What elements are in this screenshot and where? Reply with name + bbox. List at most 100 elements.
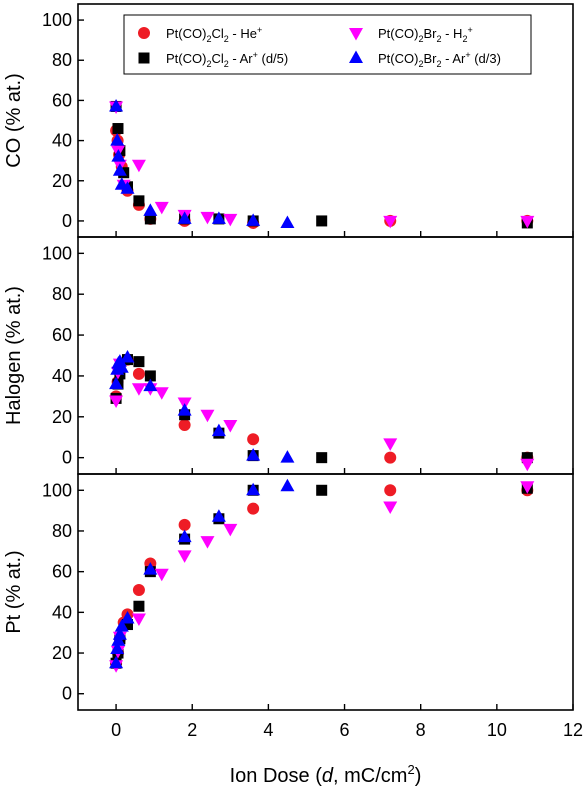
y-tick-label: 20 [52, 171, 72, 191]
y-tick-label: 80 [52, 521, 72, 541]
data-point [223, 419, 238, 433]
panel-halogen: 0 20 40 60 80 100 Halogen (% at.) [3, 236, 574, 475]
x-tick-label: 6 [340, 720, 350, 740]
legend-label: Pt(CO)2Br2 - Ar+ (d/3) [378, 50, 501, 69]
data-point [177, 550, 192, 563]
series-h2 [109, 481, 535, 673]
data-point [200, 536, 215, 549]
data-point [154, 568, 169, 582]
data-point [384, 451, 397, 464]
series-ar5 [110, 354, 533, 464]
x-tick-label: 8 [416, 720, 426, 740]
x-tick-label: 12 [563, 720, 583, 740]
legend-label: Pt(CO)2Br2 - H2+ [378, 25, 473, 44]
y-tick-label: 80 [52, 50, 72, 70]
data-point [520, 215, 535, 229]
data-point [211, 509, 226, 522]
chart-panels: 0 20 40 60 80 100 CO (% at.) 0 20 40 60 80 100 Haloge… [3, 3, 574, 711]
legend-marker [138, 52, 150, 64]
data-point [112, 123, 124, 135]
data-point [223, 213, 238, 227]
data-point [109, 98, 124, 112]
y-tick-label: 40 [52, 602, 72, 622]
x-tick-label: 0 [111, 720, 121, 740]
x-tick-label: 10 [487, 720, 507, 740]
data-point [112, 627, 127, 640]
data-point [211, 211, 226, 224]
data-point [316, 484, 328, 496]
y-tick-label: 20 [52, 407, 72, 427]
data-point [246, 213, 261, 226]
data-point [110, 641, 125, 654]
y-axis-label: Pt (% at.) [3, 550, 25, 633]
y-tick-label: 20 [52, 643, 72, 663]
data-point [114, 360, 129, 373]
legend-box [123, 14, 532, 75]
series-he [110, 124, 534, 229]
data-point [177, 403, 192, 416]
y-tick-label: 0 [62, 448, 72, 468]
data-point [178, 518, 191, 531]
data-point [122, 619, 133, 631]
series-he [110, 353, 534, 464]
data-point [384, 484, 397, 497]
data-point [177, 529, 192, 543]
data-point [383, 438, 398, 451]
data-point [177, 211, 192, 224]
data-point [223, 523, 238, 537]
data-point [143, 562, 158, 575]
data-point [144, 213, 156, 225]
data-point [280, 215, 295, 228]
data-point [247, 502, 260, 515]
series-ar5 [110, 482, 533, 669]
panel-frame [77, 473, 574, 711]
x-tick-label: 2 [187, 720, 197, 740]
y-tick-label: 100 [42, 480, 72, 500]
data-point [120, 610, 135, 624]
y-tick-label: 0 [62, 211, 72, 231]
y-tick-label: 60 [52, 325, 72, 345]
data-point [383, 215, 398, 229]
series-h2 [109, 101, 535, 229]
data-point [143, 203, 158, 216]
y-axis-label: Halogen (% at.) [3, 286, 25, 425]
x-axis: 0 2 4 6 8 10 12 Ion Dose (d, mC/cm2) [111, 231, 583, 787]
legend-marker [349, 28, 363, 41]
data-point [131, 159, 146, 173]
data-point [154, 387, 169, 400]
panel-frame [77, 236, 574, 475]
data-point [111, 149, 126, 162]
data-point [133, 356, 145, 368]
data-point [133, 195, 145, 207]
data-point [200, 409, 215, 423]
series-ar3 [109, 350, 295, 463]
x-axis-label: Ion Dose (d, mC/cm2) [230, 762, 422, 787]
legend: Pt(CO)2Cl2 - He+ Pt(CO)2Br2 - H2+ Pt(CO)2C… [123, 14, 532, 75]
data-point [110, 133, 125, 146]
y-tick-label: 0 [62, 684, 72, 704]
series-ar5 [110, 100, 533, 229]
y-tick-label: 100 [42, 243, 72, 263]
data-point [120, 350, 135, 363]
data-point [133, 600, 145, 612]
data-point [132, 583, 145, 596]
data-point [316, 215, 328, 227]
data-point [246, 482, 261, 496]
data-point [143, 378, 158, 392]
series-ar3 [109, 98, 295, 228]
data-point [520, 458, 535, 472]
panel-co: 0 20 40 60 80 100 CO (% at.) [3, 3, 574, 238]
data-point [154, 201, 169, 215]
y-tick-label: 40 [52, 131, 72, 151]
legend-marker [349, 50, 363, 63]
legend-marker [138, 27, 150, 39]
data-point [247, 433, 260, 446]
data-point [109, 655, 124, 669]
y-tick-label: 100 [42, 10, 72, 30]
data-point [521, 452, 533, 464]
legend-label: Pt(CO)2Cl2 - He+ [166, 25, 262, 44]
data-point [109, 376, 124, 390]
y-tick-label: 60 [52, 562, 72, 582]
data-point [112, 163, 127, 176]
